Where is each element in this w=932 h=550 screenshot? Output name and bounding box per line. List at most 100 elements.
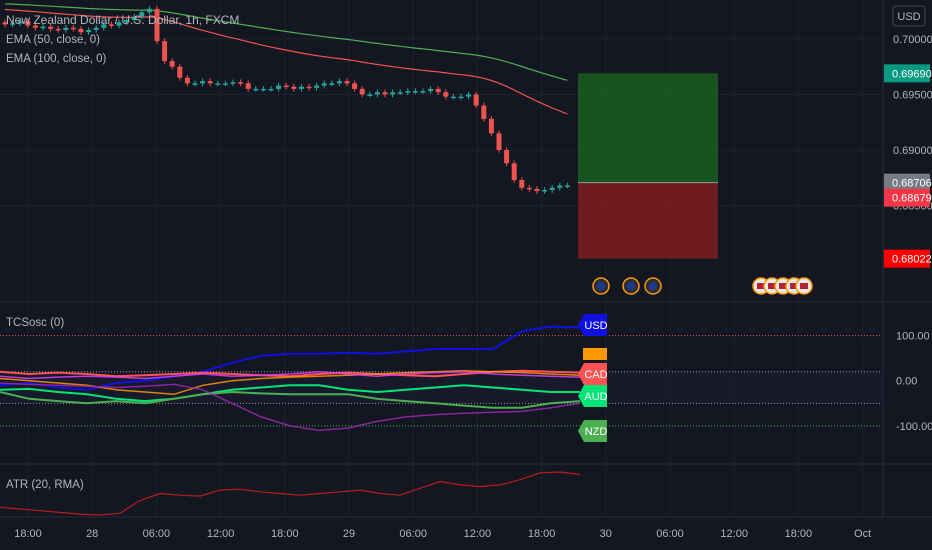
event-flag-us-inner bbox=[768, 283, 776, 289]
time-tick-label: 06:00 bbox=[656, 528, 684, 540]
candle-body bbox=[154, 8, 160, 42]
price-tick-label: 0.69500 bbox=[893, 89, 932, 101]
ema100-legend[interactable]: EMA (100, close, 0) bbox=[6, 53, 107, 65]
stop-price-label: 0.68022 bbox=[892, 254, 932, 266]
candle-body bbox=[245, 83, 251, 89]
price-tick-label: 0.69000 bbox=[893, 145, 932, 157]
candle-body bbox=[420, 91, 426, 93]
candle-body bbox=[488, 118, 494, 134]
time-tick-label: 29 bbox=[343, 528, 355, 540]
time-axis[interactable]: 18:00 28 06:00 12:00 18:00 29 06:00 12:00 18:00 3… bbox=[14, 528, 871, 540]
candle-body bbox=[367, 94, 373, 96]
candle-body bbox=[504, 150, 510, 164]
osc-extra-line bbox=[0, 382, 581, 432]
candle-body bbox=[526, 187, 532, 190]
time-tick-label: Oct bbox=[854, 528, 871, 540]
currency-tag-label: CAD bbox=[584, 369, 607, 381]
candle-body bbox=[184, 77, 190, 84]
atr-pane bbox=[0, 471, 581, 516]
current-price-label-bg bbox=[884, 188, 930, 207]
stop-price-label-bg bbox=[884, 249, 930, 268]
candle-body bbox=[321, 83, 327, 86]
event-flag-nz-inner bbox=[597, 282, 605, 290]
ema100-line bbox=[4, 3, 568, 81]
time-tick-label: 06:00 bbox=[143, 528, 171, 540]
candle-body bbox=[2, 22, 8, 25]
entry-price-label: 0.68706 bbox=[892, 178, 932, 190]
candle-body bbox=[336, 81, 342, 84]
currency-badge[interactable] bbox=[892, 5, 926, 27]
price-axis[interactable]: 0.700000.695000.690000.685000.696900.687… bbox=[884, 34, 932, 433]
candle-body bbox=[86, 30, 92, 33]
candle-body bbox=[25, 21, 31, 26]
currency-badge-label: USD bbox=[897, 11, 920, 23]
price-tick-label: 0.70000 bbox=[893, 34, 932, 46]
candle-body bbox=[283, 85, 289, 88]
candle-body bbox=[230, 82, 236, 84]
candle-body bbox=[344, 81, 350, 84]
entry-price-label-bg bbox=[884, 173, 930, 192]
candle-body bbox=[55, 28, 61, 31]
currency-tag-bg bbox=[578, 385, 607, 407]
currency-tag-orange bbox=[583, 348, 607, 360]
candle-body bbox=[564, 185, 570, 188]
candle-body bbox=[10, 23, 16, 25]
profit-zone bbox=[578, 73, 718, 183]
ema50-legend[interactable]: EMA (50, close, 0) bbox=[6, 34, 100, 46]
candle-body bbox=[268, 88, 274, 91]
candle-body bbox=[291, 86, 297, 89]
time-tick-label: 18:00 bbox=[528, 528, 556, 540]
candle-body bbox=[298, 86, 304, 89]
time-tick-label: 18:00 bbox=[785, 528, 813, 540]
currency-tag-label: USD bbox=[584, 320, 607, 332]
candle-body bbox=[458, 96, 464, 99]
candle-body bbox=[352, 83, 358, 89]
candle-body bbox=[124, 20, 130, 23]
candle-body bbox=[70, 27, 76, 30]
candle-body bbox=[496, 133, 502, 150]
ema50-line bbox=[4, 8, 568, 115]
time-tick-label: 18:00 bbox=[271, 528, 299, 540]
candle-body bbox=[443, 92, 449, 97]
candle-body bbox=[177, 66, 183, 78]
candle-body bbox=[549, 187, 555, 190]
candle-body bbox=[238, 82, 244, 84]
candle-body bbox=[32, 25, 38, 28]
candle-body bbox=[428, 88, 434, 92]
event-flag-us-inner bbox=[757, 283, 765, 289]
osc-series-nzd bbox=[0, 390, 581, 409]
candle-body bbox=[435, 88, 441, 93]
candle-body bbox=[139, 12, 145, 17]
candle-body bbox=[48, 26, 54, 29]
loss-zone bbox=[578, 182, 718, 259]
position-zones[interactable] bbox=[578, 73, 718, 259]
atr-line bbox=[0, 471, 581, 516]
candle-body bbox=[146, 8, 152, 13]
oscillator-legend[interactable]: TCSosc (0) bbox=[6, 317, 64, 329]
candle-body bbox=[542, 190, 548, 192]
candle-body bbox=[534, 188, 540, 192]
candle-body bbox=[405, 91, 411, 93]
candle-body bbox=[557, 185, 563, 188]
candle-body bbox=[511, 163, 517, 180]
candle-body bbox=[93, 27, 99, 30]
atr-legend[interactable]: ATR (20, RMA) bbox=[6, 479, 84, 491]
candle-body bbox=[192, 83, 198, 85]
candle-body bbox=[260, 88, 266, 91]
candle-body bbox=[162, 41, 168, 62]
symbol-title: New Zealand Dollar / U.S. Dollar, 1h, FX… bbox=[6, 13, 239, 27]
candle-body bbox=[215, 83, 221, 85]
currency-tag-bg bbox=[578, 420, 607, 442]
osc-tick-label: 0.00 bbox=[896, 376, 917, 388]
osc-extra-line bbox=[0, 370, 581, 380]
candle-body bbox=[108, 24, 114, 26]
event-markers[interactable] bbox=[592, 277, 813, 295]
time-tick-label: 28 bbox=[86, 528, 98, 540]
osc-series-aud bbox=[0, 384, 580, 403]
candle-body bbox=[359, 88, 365, 95]
event-flag-us-inner bbox=[779, 283, 787, 289]
time-tick-label: 12:00 bbox=[207, 528, 235, 540]
candle-body bbox=[390, 92, 396, 95]
